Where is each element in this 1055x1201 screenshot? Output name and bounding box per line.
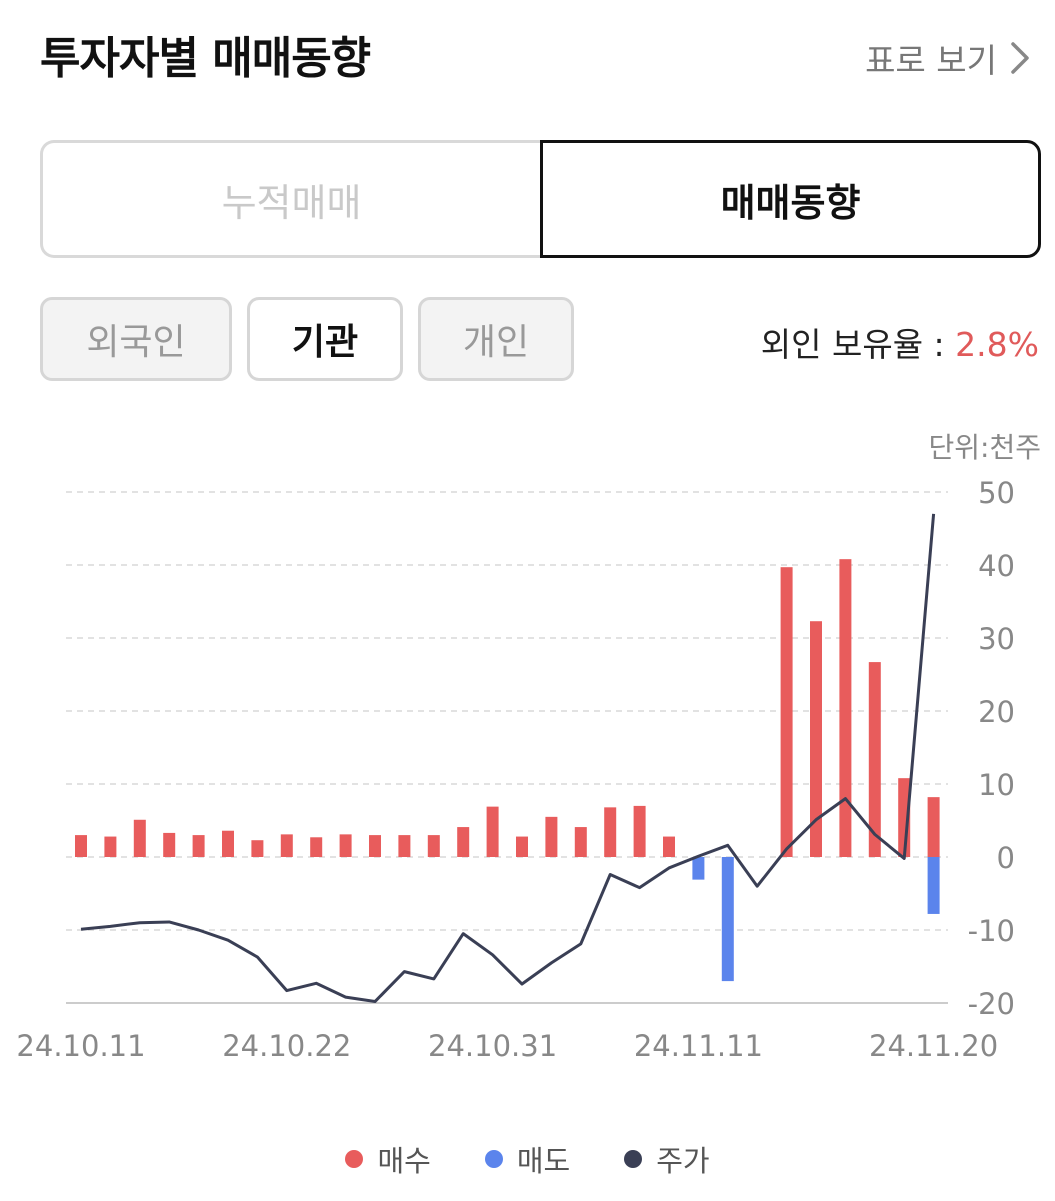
y-tick-label: 30 [978, 622, 1015, 656]
y-tick-label: 50 [978, 476, 1015, 510]
y-tick-label: 40 [978, 549, 1015, 583]
legend-item-buy[interactable]: 매수 [345, 1138, 431, 1180]
x-tick-label: 24.10.22 [222, 1029, 351, 1063]
buy-bar[interactable] [663, 836, 675, 857]
y-tick-label: -10 [968, 914, 1015, 948]
buy-bar[interactable] [280, 834, 293, 857]
x-tick-label: 24.11.20 [869, 1029, 998, 1063]
x-tick-label: 24.11.11 [634, 1029, 763, 1063]
tab-cumulative-trading[interactable]: 누적매매 [40, 140, 540, 258]
buy-bar[interactable] [369, 835, 381, 857]
y-tick-label: 0 [997, 841, 1015, 875]
x-tick-label: 24.10.11 [16, 1029, 145, 1063]
buy-bar[interactable] [222, 830, 234, 857]
view-as-table-label: 표로 보기 [865, 41, 997, 80]
buy-bar[interactable] [574, 827, 587, 857]
legend-buy-dot [345, 1150, 364, 1168]
legend-buy-label: 매수 [377, 1144, 431, 1178]
legend-sell-label: 매도 [516, 1144, 571, 1178]
x-tick-label: 24.10.31 [428, 1029, 557, 1063]
buy-bar[interactable] [457, 827, 470, 857]
buy-bar[interactable] [810, 621, 822, 857]
buy-bar[interactable] [604, 807, 617, 857]
buy-bar[interactable] [163, 832, 176, 857]
legend-item-sell[interactable]: 매도 [484, 1138, 571, 1180]
buy-bar[interactable] [192, 835, 205, 857]
buy-bar[interactable] [427, 835, 440, 857]
buy-bar[interactable] [398, 835, 411, 857]
legend-price-dot [624, 1150, 643, 1168]
buy-bar[interactable] [486, 806, 499, 857]
foreign-ownership-ratio: 외인 보유율 : 2.8% [761, 318, 1039, 366]
chart-unit-label: 단위:천주 [928, 431, 1041, 464]
filter-institution-button[interactable]: 기관 [247, 297, 403, 381]
foreign-ownership-label: 외인 보유율 : [760, 325, 956, 364]
chart-legend: 매수 매도 주가 [0, 1138, 1055, 1180]
buy-bar[interactable] [633, 805, 646, 857]
buy-bar[interactable] [310, 837, 323, 857]
sell-bar[interactable] [721, 857, 734, 982]
sell-bar[interactable] [692, 857, 705, 880]
chevron-right-icon [1011, 42, 1029, 74]
foreign-ownership-value: 2.8% [955, 325, 1039, 364]
buy-bar[interactable] [75, 835, 87, 857]
buy-bar[interactable] [339, 834, 352, 857]
buy-bar[interactable] [839, 559, 852, 857]
price-line [80, 513, 936, 1004]
legend-item-price[interactable]: 주가 [624, 1138, 710, 1180]
buy-bar[interactable] [133, 819, 146, 857]
buy-bar[interactable] [104, 836, 117, 857]
legend-sell-dot [484, 1150, 503, 1168]
buy-bar[interactable] [780, 567, 793, 857]
page-title: 투자자별 매매동향 [40, 33, 371, 84]
y-tick-label: -20 [968, 987, 1015, 1021]
buy-bar[interactable] [251, 840, 264, 857]
sell-bar[interactable] [927, 857, 940, 914]
filter-individual-button[interactable]: 개인 [418, 297, 574, 381]
buy-bar[interactable] [516, 836, 528, 857]
trading-trend-chart: 50 40 30 20 10 0 -10 -20 24.10.11 24.10.22 24.10.3… [16, 476, 1015, 1063]
buy-bar[interactable] [868, 662, 881, 857]
y-tick-label: 20 [978, 695, 1015, 729]
view-as-table-link[interactable]: 표로 보기 [865, 34, 1031, 82]
y-tick-label: 10 [978, 768, 1015, 802]
legend-price-label: 주가 [656, 1144, 710, 1178]
buy-bar[interactable] [927, 797, 940, 857]
buy-bar[interactable] [545, 816, 558, 857]
filter-foreign-button[interactable]: 외국인 [40, 297, 232, 381]
tab-trading-trend[interactable]: 매매동향 [540, 140, 1041, 258]
